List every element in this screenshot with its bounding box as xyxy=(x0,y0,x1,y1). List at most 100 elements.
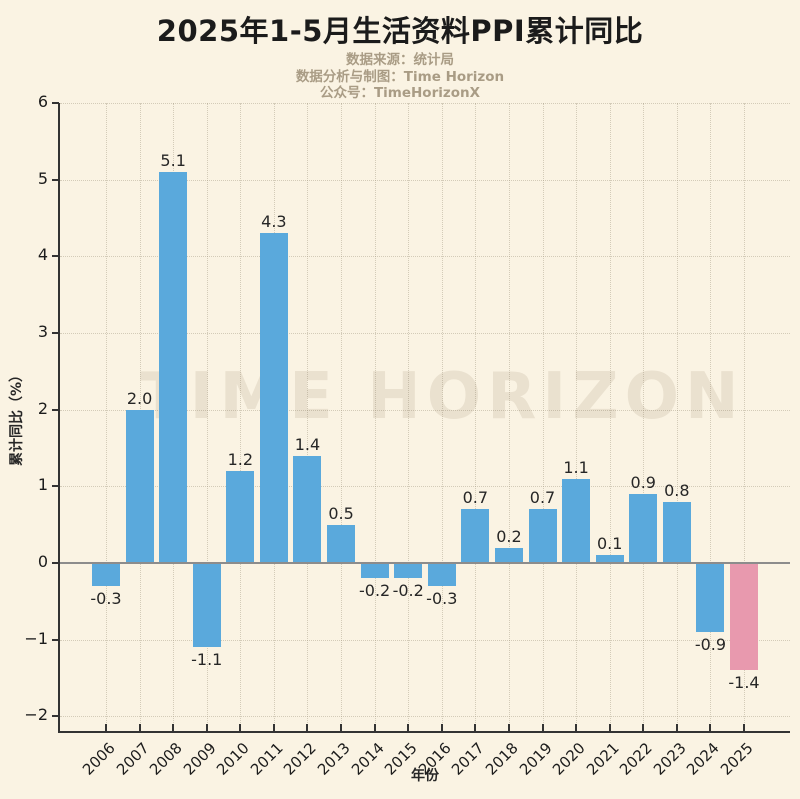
bar-value-label-2013: 0.5 xyxy=(328,503,354,523)
bar-value-label-2015: -0.2 xyxy=(392,581,424,601)
gridline-vertical xyxy=(206,103,208,731)
bar-2019 xyxy=(528,509,557,563)
gridline-vertical xyxy=(676,103,678,731)
gridline-vertical xyxy=(475,103,477,731)
y-axis-line xyxy=(58,103,60,732)
gridline-vertical xyxy=(609,103,611,731)
gridline-vertical xyxy=(576,103,578,731)
gridline-vertical xyxy=(408,103,410,731)
x-tick-mark xyxy=(373,724,376,731)
bar-value-label-2024: -0.9 xyxy=(694,635,727,654)
gridline-vertical xyxy=(240,103,242,731)
gridline-horizontal xyxy=(60,716,790,718)
gridline-vertical xyxy=(341,103,343,731)
x-tick-mark xyxy=(172,724,175,731)
subtitle-author: 数据分析与制图：Time Horizon xyxy=(295,68,505,85)
gridline-vertical xyxy=(441,103,443,731)
y-tick-label: 2 xyxy=(37,398,48,418)
gridline-horizontal xyxy=(60,333,790,334)
y-tick-label: 6 xyxy=(37,92,48,111)
gridline-vertical xyxy=(643,103,645,731)
y-tick-label: 3 xyxy=(37,322,48,341)
bar-value-label-2007: 2.0 xyxy=(126,388,153,408)
y-tick-mark xyxy=(52,332,59,334)
bar-2023 xyxy=(662,501,691,563)
y-tick-label: 0 xyxy=(37,552,48,571)
y-tick-label: −1 xyxy=(24,628,48,648)
y-tick-label: 5 xyxy=(37,168,48,188)
x-tick-mark xyxy=(709,724,712,731)
zero-baseline xyxy=(60,562,790,564)
bar-2017 xyxy=(461,509,490,563)
bar-value-label-2021: 0.1 xyxy=(596,534,623,554)
subtitle-account: 公众号：TimeHorizonX xyxy=(319,85,481,101)
x-tick-mark xyxy=(474,724,477,731)
bar-2006 xyxy=(92,563,120,586)
bar-2018 xyxy=(494,547,523,563)
bar-value-label-2018: 0.2 xyxy=(496,526,522,546)
x-tick-mark xyxy=(105,724,107,731)
bar-value-label-2012: 1.4 xyxy=(294,434,321,454)
gridline-vertical xyxy=(542,103,544,731)
y-tick-mark xyxy=(52,178,59,181)
bar-value-label-2023: 0.8 xyxy=(664,480,690,500)
x-tick-mark xyxy=(340,724,343,731)
y-tick-label: −2 xyxy=(24,705,48,725)
bar-2008 xyxy=(159,172,188,563)
x-tick-mark xyxy=(138,724,141,731)
bar-2015 xyxy=(394,563,423,579)
x-tick-mark xyxy=(575,724,578,731)
bar-2025 xyxy=(730,563,758,671)
x-tick-mark xyxy=(440,724,443,731)
bar-2021 xyxy=(595,555,624,563)
bar-2010 xyxy=(226,471,255,563)
bar-value-label-2008: 5.1 xyxy=(160,151,186,170)
y-tick-mark xyxy=(52,255,59,258)
chart-subtitle: 数据来源：统计局 数据分析与制图：Time Horizon 公众号：TimeHo… xyxy=(0,52,800,102)
bar-value-label-2006: -0.3 xyxy=(90,589,122,608)
gridline-horizontal xyxy=(60,103,790,104)
gridline-horizontal xyxy=(60,486,790,488)
bar-value-label-2014: -0.2 xyxy=(359,581,391,601)
bar-value-label-2009: -1.1 xyxy=(191,650,223,670)
y-tick-mark xyxy=(52,715,59,718)
y-tick-mark xyxy=(52,408,59,411)
bar-2014 xyxy=(360,563,389,579)
bar-2020 xyxy=(562,478,591,563)
x-tick-mark xyxy=(507,724,510,731)
bar-2024 xyxy=(696,563,725,632)
bar-value-label-2019: 0.7 xyxy=(529,488,556,508)
x-tick-mark xyxy=(608,724,611,731)
gridline-horizontal xyxy=(60,179,790,181)
gridline-vertical xyxy=(744,103,745,731)
chart-title: 2025年1-5月生活资料PPI累计同比 xyxy=(156,14,644,48)
x-tick-mark xyxy=(675,724,678,731)
bar-value-label-2017: 0.7 xyxy=(462,488,489,508)
x-tick-mark xyxy=(272,724,275,731)
x-tick-mark xyxy=(239,724,242,731)
bar-2012 xyxy=(293,455,322,563)
y-tick-mark xyxy=(52,638,59,641)
bar-value-label-2025: -1.4 xyxy=(728,673,760,693)
bar-value-label-2016: -0.3 xyxy=(426,589,458,608)
bar-value-label-2010: 1.2 xyxy=(227,450,254,469)
gridline-vertical xyxy=(710,103,712,731)
subtitle-data-source: 数据来源：统计局 xyxy=(346,52,454,68)
bar-2011 xyxy=(259,233,288,563)
bar-2016 xyxy=(427,563,456,586)
x-tick-mark xyxy=(306,724,309,731)
bar-2007 xyxy=(125,409,154,563)
y-tick-label: 4 xyxy=(37,245,48,265)
gridline-horizontal xyxy=(60,256,790,258)
x-tick-mark xyxy=(541,724,544,731)
gridline-vertical xyxy=(307,103,309,731)
bar-2022 xyxy=(629,494,658,563)
x-tick-mark xyxy=(407,724,410,731)
bar-2013 xyxy=(327,524,356,563)
bar-value-label-2020: 1.1 xyxy=(563,457,589,477)
bar-value-label-2022: 0.9 xyxy=(630,473,656,492)
y-tick-mark xyxy=(52,562,59,564)
x-tick-mark xyxy=(743,724,745,731)
gridline-horizontal xyxy=(60,409,790,411)
watermark-text: TIME HORIZON xyxy=(140,360,745,434)
